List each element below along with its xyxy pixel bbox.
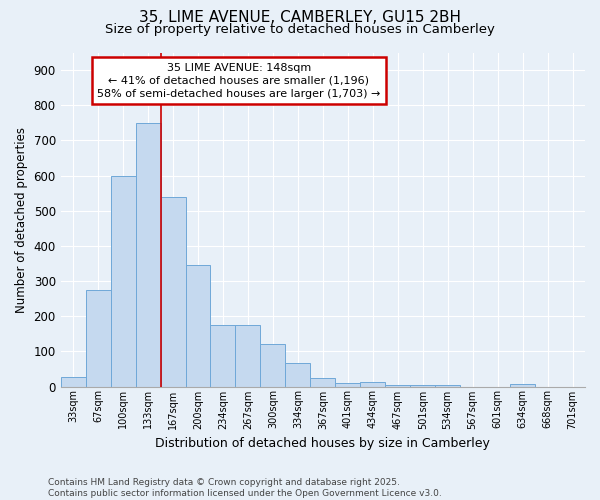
Text: Size of property relative to detached houses in Camberley: Size of property relative to detached ho…: [105, 22, 495, 36]
X-axis label: Distribution of detached houses by size in Camberley: Distribution of detached houses by size …: [155, 437, 490, 450]
Bar: [360, 382, 385, 386]
Text: 35, LIME AVENUE, CAMBERLEY, GU15 2BH: 35, LIME AVENUE, CAMBERLEY, GU15 2BH: [139, 10, 461, 25]
Bar: [510, 384, 535, 386]
Bar: [335, 383, 360, 386]
Text: Contains HM Land Registry data © Crown copyright and database right 2025.
Contai: Contains HM Land Registry data © Crown c…: [48, 478, 442, 498]
Text: 35 LIME AVENUE: 148sqm
← 41% of detached houses are smaller (1,196)
58% of semi-: 35 LIME AVENUE: 148sqm ← 41% of detached…: [97, 62, 380, 99]
Bar: [410, 385, 435, 386]
Bar: [61, 377, 86, 386]
Bar: [161, 196, 185, 386]
Bar: [235, 325, 260, 386]
Bar: [136, 123, 161, 386]
Bar: [211, 325, 235, 386]
Bar: [385, 385, 410, 386]
Bar: [185, 265, 211, 386]
Bar: [110, 176, 136, 386]
Bar: [310, 378, 335, 386]
Y-axis label: Number of detached properties: Number of detached properties: [15, 126, 28, 312]
Bar: [260, 344, 286, 387]
Bar: [286, 362, 310, 386]
Bar: [86, 290, 110, 386]
